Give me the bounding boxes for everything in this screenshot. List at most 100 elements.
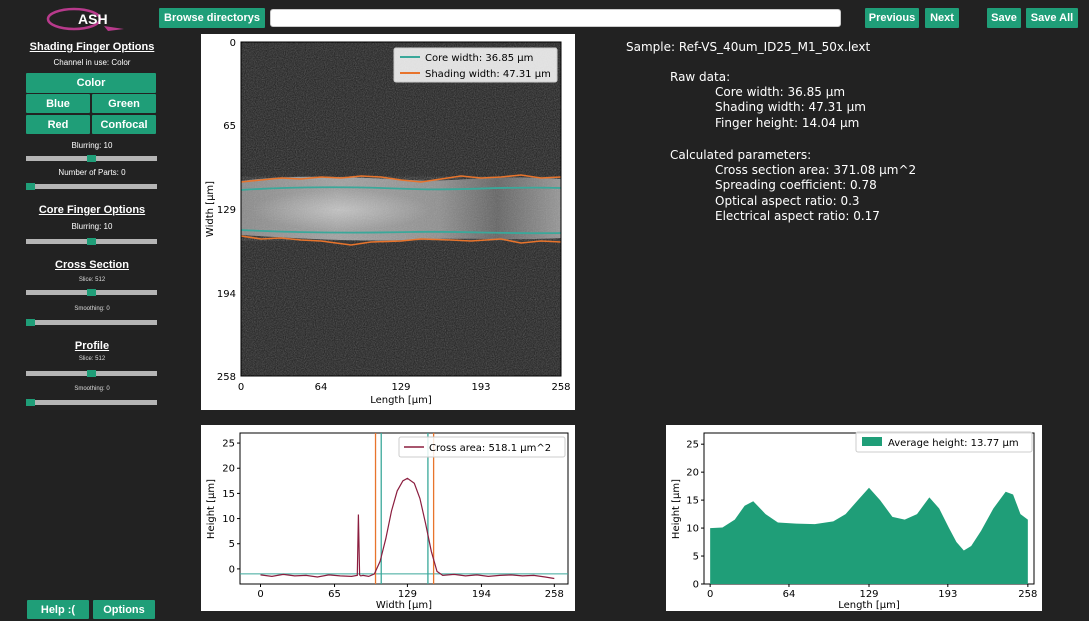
slider-handle[interactable]: [87, 289, 96, 296]
y-axis-label: Height [µm]: [206, 479, 217, 539]
legend-cross-area: Cross area: 518.1 µm^2: [429, 443, 551, 454]
y-tick-label: 0: [229, 564, 235, 575]
x-tick-label: 0: [257, 589, 263, 600]
y-tick-label: 0: [230, 38, 236, 49]
spreading-coefficient-value: Spreading coefficient: 0.78: [715, 178, 877, 192]
y-tick-label: 194: [217, 289, 236, 300]
red-channel-button[interactable]: Red: [26, 115, 90, 134]
x-tick-label: 64: [783, 589, 796, 600]
shading-finger-options-title: Shading Finger Options: [29, 41, 155, 53]
y-axis-label: Height [µm]: [671, 479, 682, 539]
profile-legend: Average height: 13.77 µm: [855, 431, 1033, 453]
number-of-parts-slider[interactable]: [26, 183, 157, 190]
profile-smoothing-slider[interactable]: [26, 399, 157, 406]
slider-handle[interactable]: [87, 155, 96, 162]
x-tick-label: 194: [472, 589, 491, 600]
cross-section-chart: 0 65 129 194 258 0 5 10 15 20 25 Cross area: 518.1…: [206, 432, 569, 611]
x-tick-label: 258: [545, 589, 564, 600]
core-finger-options-title: Core Finger Options: [38, 204, 146, 216]
y-tick-label: 20: [222, 464, 235, 475]
confocal-channel-button[interactable]: Confocal: [92, 115, 156, 134]
x-tick-label: 193: [938, 589, 957, 600]
cross-section-panel: 0 65 129 194 258 0 5 10 15 20 25 Cross area: 518.1…: [201, 425, 575, 611]
slider-handle[interactable]: [87, 238, 96, 245]
shading-blurring-slider[interactable]: [26, 155, 157, 162]
cross-section-legend: Cross area: 518.1 µm^2: [398, 436, 566, 458]
color-channel-button[interactable]: Color: [26, 73, 156, 93]
profile-title: Profile: [74, 340, 110, 352]
slider-handle[interactable]: [26, 183, 35, 190]
y-tick-label: 25: [686, 440, 699, 451]
image-plot-legend: Core width: 36.85 µm Shading width: 47.3…: [393, 47, 558, 83]
slider-handle[interactable]: [87, 370, 96, 377]
shading-edge-top: [240, 174, 562, 183]
browse-directories-button[interactable]: Browse directorys: [159, 8, 265, 28]
profile-slice-label: Slice: 512: [78, 356, 106, 362]
legend-shading-width: Shading width: 47.31 µm: [425, 69, 551, 80]
slider-handle[interactable]: [26, 319, 35, 326]
cross-section-smoothing-slider[interactable]: [26, 319, 157, 326]
finger-height-value: Finger height: 14.04 µm: [715, 116, 860, 130]
green-channel-button[interactable]: Green: [92, 94, 156, 113]
y-tick-label: 25: [222, 439, 235, 450]
y-tick-label: 129: [217, 205, 236, 216]
image-y-axis: 0 65 129 194 258 Width [µm]: [205, 38, 236, 383]
blue-channel-button[interactable]: Blue: [26, 94, 90, 113]
profile-slice-slider[interactable]: [26, 370, 157, 377]
shading-edge-bottom: [240, 235, 562, 246]
y-tick-label: 15: [686, 496, 699, 507]
cross-section-title: Cross Section: [55, 259, 129, 271]
legend-core-width: Core width: 36.85 µm: [425, 53, 533, 64]
y-tick-label: 5: [693, 552, 699, 563]
help-button[interactable]: Help :(: [27, 600, 89, 619]
profile-chart: 0 64 129 193 258 0 5 10 15 20 25 Average height: 1…: [671, 431, 1037, 611]
x-tick-label: 64: [315, 382, 328, 393]
cross-section-slice-slider[interactable]: [26, 289, 157, 296]
x-tick-label: 258: [1018, 589, 1037, 600]
x-tick-label: 0: [238, 382, 244, 393]
y-tick-label: 0: [693, 580, 699, 591]
y-tick-label: 20: [686, 468, 699, 479]
x-tick-label: 193: [471, 382, 490, 393]
options-button[interactable]: Options: [93, 600, 155, 619]
previous-button[interactable]: Previous: [865, 8, 919, 28]
y-axis-label: Width [µm]: [205, 181, 216, 237]
save-all-button[interactable]: Save All: [1026, 8, 1078, 28]
image-plot: Core width: 36.85 µm Shading width: 47.3…: [205, 38, 571, 406]
profile-panel: 0 64 129 193 258 0 5 10 15 20 25 Average height: 1…: [666, 425, 1042, 611]
cross-section-smoothing-label: Smoothing: 0: [74, 306, 110, 312]
x-tick-label: 129: [859, 589, 878, 600]
x-tick-label: 129: [398, 589, 417, 600]
number-of-parts-label: Number of Parts: 0: [58, 168, 126, 177]
y-tick-label: 10: [222, 514, 235, 525]
channel-in-use-text: Channel in use: Color: [53, 58, 131, 67]
calculated-parameters-header: Calculated parameters:: [670, 148, 812, 162]
save-button[interactable]: Save: [987, 8, 1021, 28]
next-button[interactable]: Next: [925, 8, 959, 28]
legend-average-height: Average height: 13.77 µm: [888, 438, 1019, 449]
profile-smoothing-label: Smoothing: 0: [74, 386, 110, 392]
shading-width-value: Shading width: 47.31 µm: [715, 100, 866, 114]
shading-blurring-label: Blurring: 10: [71, 141, 113, 150]
cross-section-slice-label: Slice: 512: [78, 277, 106, 283]
core-blurring-slider[interactable]: [26, 238, 157, 245]
micrograph-image: [241, 42, 561, 376]
x-tick-label: 65: [328, 589, 341, 600]
x-tick-label: 0: [707, 589, 713, 600]
x-axis-label: Width [µm]: [376, 600, 432, 611]
core-edge-bottom: [240, 229, 562, 235]
core-width-value: Core width: 36.85 µm: [715, 85, 846, 99]
height-profile-area: [710, 487, 1028, 584]
image-plot-panel: Core width: 36.85 µm Shading width: 47.3…: [201, 34, 575, 410]
sample-name: Sample: Ref-VS_40um_ID25_M1_50x.lext: [626, 40, 871, 54]
y-tick-label: 5: [229, 539, 235, 550]
raw-data-header: Raw data:: [670, 70, 731, 84]
directory-path-input[interactable]: [270, 9, 841, 27]
x-tick-label: 129: [391, 382, 410, 393]
x-axis-label: Length [µm]: [838, 600, 900, 611]
image-x-axis: 0 64 129 193 258 Length [µm]: [238, 382, 571, 406]
y-tick-label: 65: [223, 121, 236, 132]
slider-handle[interactable]: [26, 399, 35, 406]
cross-section-area-value: Cross section area: 371.08 µm^2: [715, 163, 917, 177]
y-tick-label: 258: [217, 372, 236, 383]
